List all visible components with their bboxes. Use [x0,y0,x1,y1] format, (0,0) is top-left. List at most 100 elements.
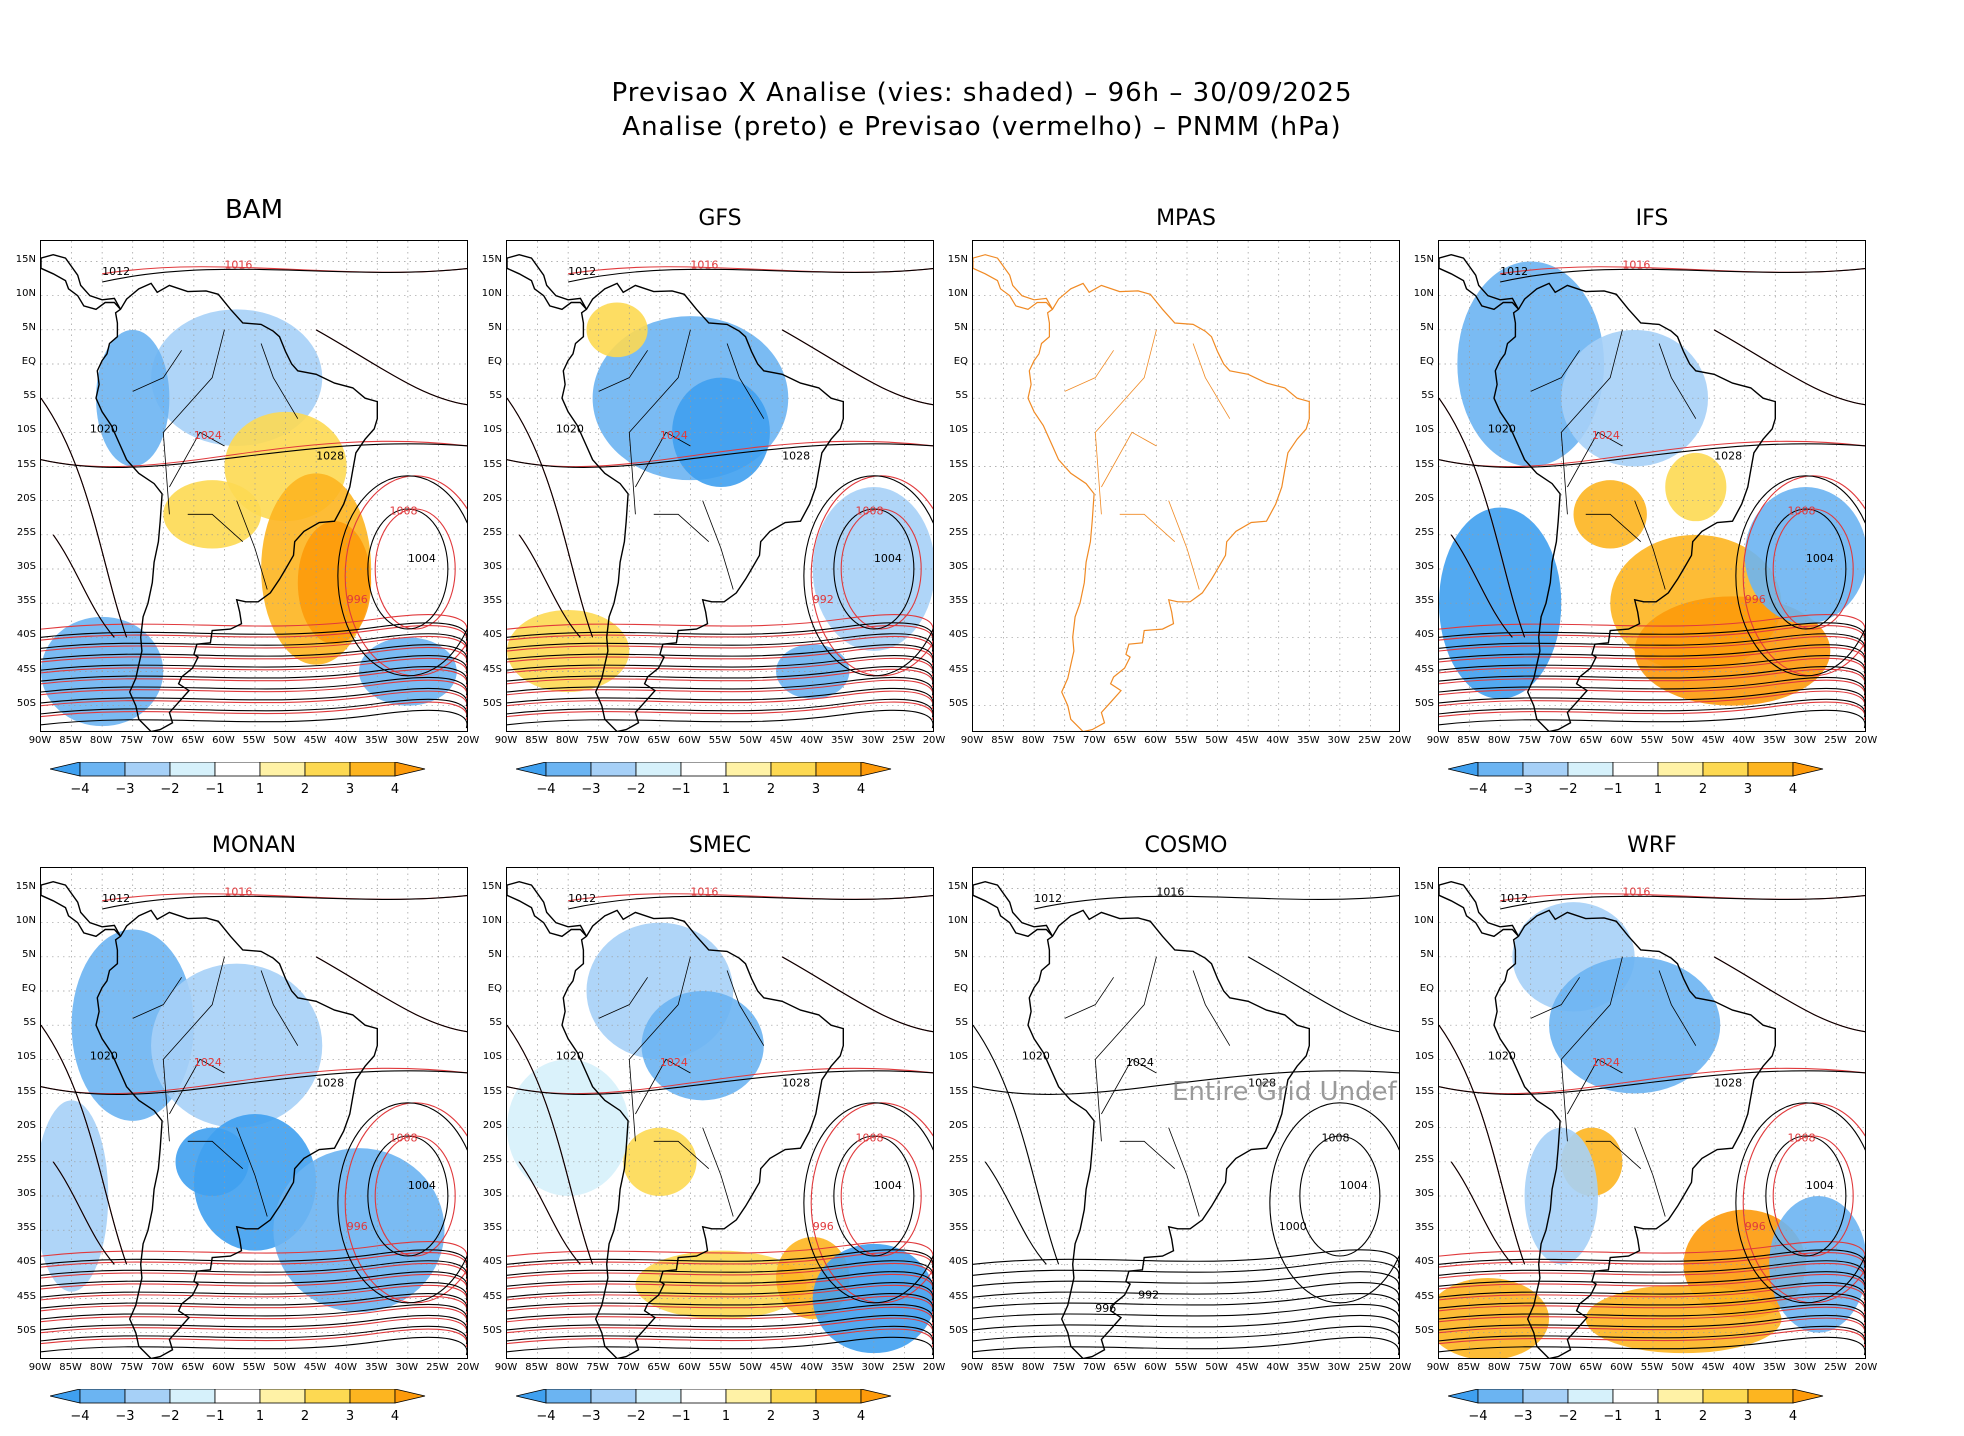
lat-tick-label: 35S [948,1222,968,1234]
lat-tick-label: 30S [1414,561,1434,572]
isobar-label: 996 [1745,593,1766,606]
lat-tick-label: 5S [1421,1017,1434,1029]
lat-tick-label: 15N [1413,253,1434,265]
colorbar-label: 1 [721,782,731,797]
isobar-label: 1024 [1592,429,1620,442]
map-frame [972,240,1400,732]
lon-tick-label: 70W [1548,1362,1572,1373]
lon-tick-label: 90W [1426,1362,1450,1373]
lat-tick-label: 45S [16,1290,36,1302]
colorbar-label: −1 [671,782,691,797]
colorbar-label: 1 [255,1409,265,1424]
bias-area [1665,452,1727,522]
bias-area [1744,487,1865,624]
lon-tick-label: 75W [1518,735,1542,746]
colorbar-label: 3 [345,1409,355,1424]
colorbar-label: 4 [856,782,866,797]
lon-tick-label: 90W [494,735,518,746]
lat-tick-label: 20S [482,492,502,504]
map-canvas: 1012 1016 1020 1024 1028 1008 1004 992 [507,241,933,731]
lon-tick-label: 30W [395,1362,419,1373]
lat-tick-label: 45S [948,1290,968,1302]
colorbar-label: −1 [671,1409,691,1424]
lat-tick-label: 10N [947,914,968,926]
lon-tick-label: 80W [89,1362,113,1373]
analysis-isobars [1439,267,1865,729]
isobar-label: 992 [813,593,834,606]
colorbar-label: 2 [1698,1409,1708,1424]
lat-tick-label: 15N [15,253,36,265]
colorbar-label: −2 [626,1409,646,1424]
lon-tick-label: 90W [494,1362,518,1373]
colorbar-label: 1 [1653,782,1663,797]
country-borders [1530,329,1697,590]
lon-tick-label: 65W [1113,735,1137,746]
isobar-label: 1004 [1806,1179,1834,1192]
lon-tick-label: 55W [1174,735,1198,746]
colorbar-label: 4 [856,1409,866,1424]
lat-tick-label: 50S [1414,1324,1434,1336]
lon-tick-label: 50W [1205,1362,1228,1373]
lon-tick-label: 85W [525,1362,548,1373]
lon-tick-label: 65W [181,735,205,746]
lon-tick-label: 45W [1701,1362,1725,1373]
colorbar-label: 3 [1743,782,1753,797]
coastline [41,253,378,731]
colorbar-label: −1 [1603,1409,1623,1424]
lon-tick-label: 55W [708,1362,732,1373]
bias-shading [507,302,933,699]
lon-tick-label: 35W [1296,735,1320,746]
lon-tick-label: 45W [1235,735,1259,746]
lon-tick-label: 45W [1701,735,1725,746]
lat-tick-label: 30S [1414,1188,1434,1199]
lat-tick-label: 10S [1414,424,1434,436]
lon-tick-label: 35W [364,1362,388,1373]
lat-tick-label: 40S [16,1256,36,1268]
map-canvas [973,241,1399,731]
isobar-label: 1028 [1714,450,1742,463]
colorbar-label: −2 [160,782,180,797]
isobar-labels: 1012 1016 1020 1024 1028 1008 1004 996 [90,885,436,1233]
lat-tick-label: 45S [482,1290,502,1302]
lat-tick-label: 5S [23,390,36,402]
lon-tick-label: 20W [456,1362,480,1373]
isobar-label: 1024 [1592,1056,1620,1069]
isobar-label: 996 [347,593,368,606]
lat-tick-label: 35S [482,595,502,607]
colorbar-label: −4 [1468,782,1488,797]
lon-tick-label: 50W [1671,1362,1694,1373]
lon-tick-label: 60W [212,1362,235,1373]
lon-tick-label: 50W [739,735,762,746]
lon-tick-label: 25W [892,1362,915,1373]
colorbar-label: 2 [1698,782,1708,797]
lat-tick-label: 45S [16,663,36,675]
bias-area [635,1250,807,1319]
isobar-label: 1016 [224,258,252,271]
colorbar-label: 2 [766,1409,776,1424]
lon-tick-label: 70W [616,735,640,746]
colorbar-label: 4 [1788,1409,1798,1424]
lon-tick-label: 50W [273,1362,296,1373]
lon-tick-label: 75W [120,1362,144,1373]
lon-tick-label: 20W [1854,1362,1878,1373]
lon-tick-label: 80W [1021,1362,1045,1373]
lat-tick-label: 15N [481,253,502,265]
lat-tick-label: 25S [16,1153,36,1165]
lon-tick-label: 80W [89,735,113,746]
panel-title: BAM [224,195,284,225]
lat-tick-label: 10N [481,287,502,299]
lon-tick-label: 60W [1610,735,1633,746]
lat-tick-label: 25S [948,526,968,538]
bias-area [812,1243,933,1354]
coastline [1439,253,1776,731]
isobar-label: 1004 [874,552,902,565]
country-borders [598,329,765,590]
lat-tick-label: 10N [481,914,502,926]
lon-tick-label: 45W [769,1362,793,1373]
map-canvas: 1012 1016 1020 1024 1028 1008 1004 996 [41,868,467,1358]
colorbar-label: −3 [581,1409,601,1424]
main-title-line1: Previsao X Analise (vies: shaded) – 96h … [611,78,1353,108]
lon-tick-label: 20W [456,735,480,746]
analysis-isobars [41,894,467,1356]
lon-tick-label: 55W [242,735,266,746]
